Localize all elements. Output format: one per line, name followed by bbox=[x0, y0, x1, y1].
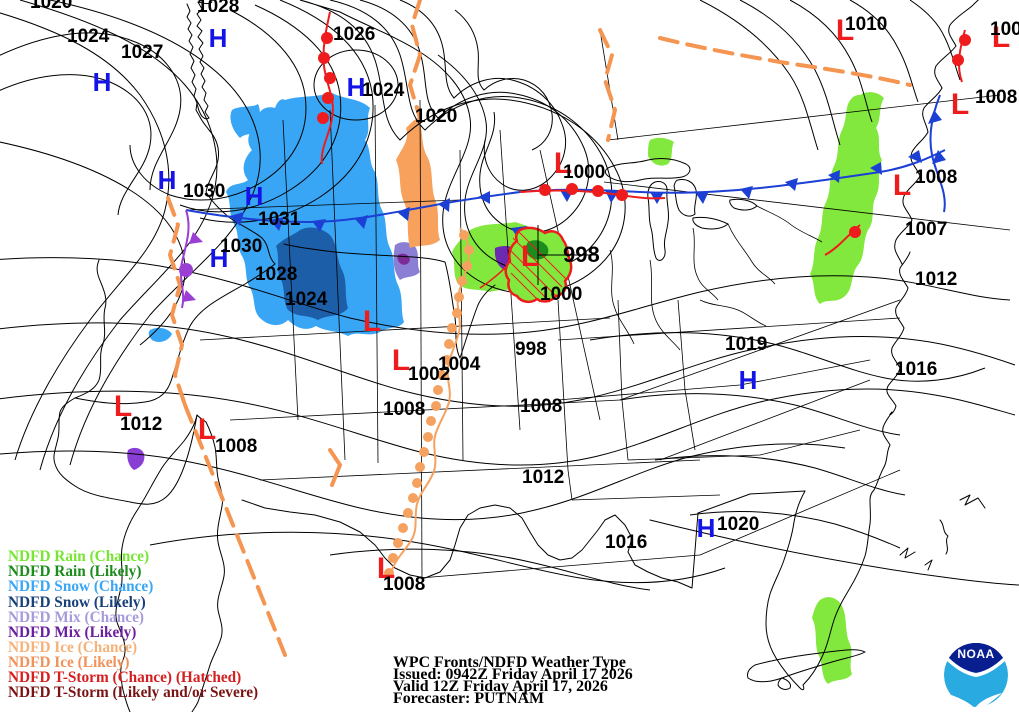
svg-text:L: L bbox=[363, 305, 381, 338]
svg-text:1028: 1028 bbox=[197, 0, 239, 17]
svg-text:Forecaster: PUTNAM: Forecaster: PUTNAM bbox=[393, 690, 544, 707]
svg-text:1027: 1027 bbox=[121, 42, 163, 63]
svg-text:1026: 1026 bbox=[333, 24, 375, 45]
svg-text:1030: 1030 bbox=[220, 236, 262, 257]
svg-text:1007: 1007 bbox=[905, 219, 947, 240]
svg-text:L: L bbox=[521, 240, 539, 273]
svg-text:1000: 1000 bbox=[563, 162, 605, 183]
svg-text:L: L bbox=[951, 88, 969, 121]
svg-text:1008: 1008 bbox=[383, 574, 425, 595]
svg-text:998: 998 bbox=[515, 339, 547, 360]
svg-text:NOAA: NOAA bbox=[957, 647, 994, 661]
svg-text:1000: 1000 bbox=[540, 284, 582, 305]
svg-text:H: H bbox=[93, 67, 112, 97]
svg-text:1008: 1008 bbox=[520, 396, 562, 417]
svg-text:1010: 1010 bbox=[845, 14, 887, 35]
svg-text:1012: 1012 bbox=[915, 269, 957, 290]
svg-text:1008: 1008 bbox=[915, 167, 957, 188]
svg-text:1005: 1005 bbox=[990, 19, 1019, 40]
svg-text:1008: 1008 bbox=[215, 436, 257, 457]
svg-text:1020: 1020 bbox=[30, 0, 72, 13]
svg-text:1031: 1031 bbox=[258, 209, 301, 230]
svg-text:1016: 1016 bbox=[605, 532, 647, 553]
svg-text:1012: 1012 bbox=[522, 467, 564, 488]
svg-text:H: H bbox=[209, 23, 228, 53]
svg-text:H: H bbox=[697, 513, 716, 543]
svg-text:L: L bbox=[198, 413, 216, 446]
svg-text:NDFD Snow (Chance): NDFD Snow (Chance) bbox=[8, 578, 153, 595]
svg-text:998: 998 bbox=[563, 242, 600, 267]
svg-text:H: H bbox=[739, 365, 758, 395]
svg-text:1020: 1020 bbox=[415, 106, 457, 127]
svg-text:1019: 1019 bbox=[725, 334, 767, 355]
svg-text:H: H bbox=[245, 181, 264, 211]
svg-text:1008: 1008 bbox=[383, 399, 425, 420]
svg-text:1024: 1024 bbox=[285, 289, 328, 310]
svg-text:NDFD T-Storm (Likely and/or Se: NDFD T-Storm (Likely and/or Severe) bbox=[8, 684, 258, 701]
svg-text:1030: 1030 bbox=[183, 181, 225, 202]
svg-text:1028: 1028 bbox=[255, 264, 297, 285]
svg-text:L: L bbox=[893, 169, 911, 202]
svg-text:1024: 1024 bbox=[67, 26, 110, 47]
svg-text:1012: 1012 bbox=[120, 414, 162, 435]
svg-text:1004: 1004 bbox=[438, 354, 481, 375]
svg-text:1008: 1008 bbox=[975, 87, 1017, 108]
svg-text:1020: 1020 bbox=[717, 514, 759, 535]
svg-text:1024: 1024 bbox=[362, 80, 405, 101]
svg-text:H: H bbox=[158, 165, 177, 195]
svg-text:1016: 1016 bbox=[895, 359, 937, 380]
